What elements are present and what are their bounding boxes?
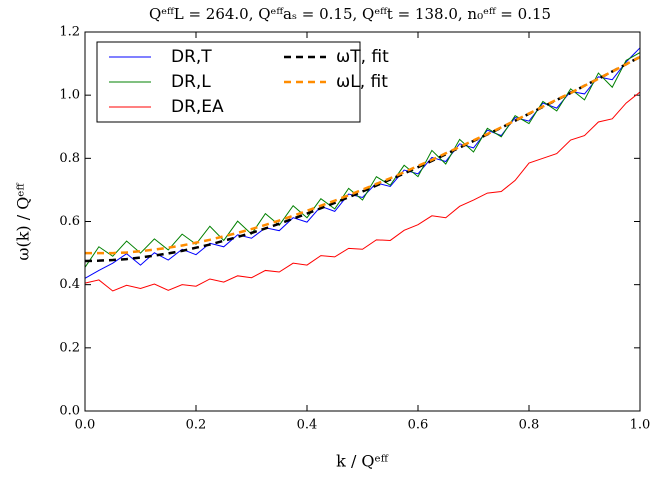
y-tick-label: 0.2 (59, 340, 80, 355)
y-tick-label: 1.0 (59, 88, 80, 103)
y-tick-label: 0.6 (59, 214, 80, 229)
legend-label: ωL, fit (336, 72, 388, 92)
y-tick-label: 0.8 (59, 151, 80, 166)
series-line (84, 91, 641, 292)
series-line (84, 55, 641, 263)
y-tick-label: 0.0 (59, 404, 80, 419)
y-axis-label: ω(k) / Qᵉᶠᶠ (14, 182, 33, 261)
legend-label: DR,EA (171, 97, 224, 117)
y-tick-label: 0.4 (59, 277, 80, 292)
legend-label: ωT, fit (336, 47, 389, 67)
chart-title: QᵉᶠᶠL = 264.0, Qᵉᶠᶠaₛ = 0.15, Qᵉᶠᶠt = 13… (149, 5, 551, 23)
x-axis-label: k / Qᵉᶠᶠ (336, 452, 389, 471)
plot-frame (84, 31, 641, 412)
x-tick-label: 0.0 (75, 418, 96, 433)
x-tick-label: 0.6 (408, 418, 429, 433)
y-tick-label: 1.2 (59, 25, 80, 40)
legend-label: DR,T (171, 47, 212, 67)
x-tick-label: 1.0 (630, 418, 650, 433)
x-tick-label: 0.8 (519, 418, 540, 433)
legend-label: DR,L (171, 72, 211, 92)
x-tick-label: 0.2 (186, 418, 207, 433)
x-tick-label: 0.4 (297, 418, 318, 433)
